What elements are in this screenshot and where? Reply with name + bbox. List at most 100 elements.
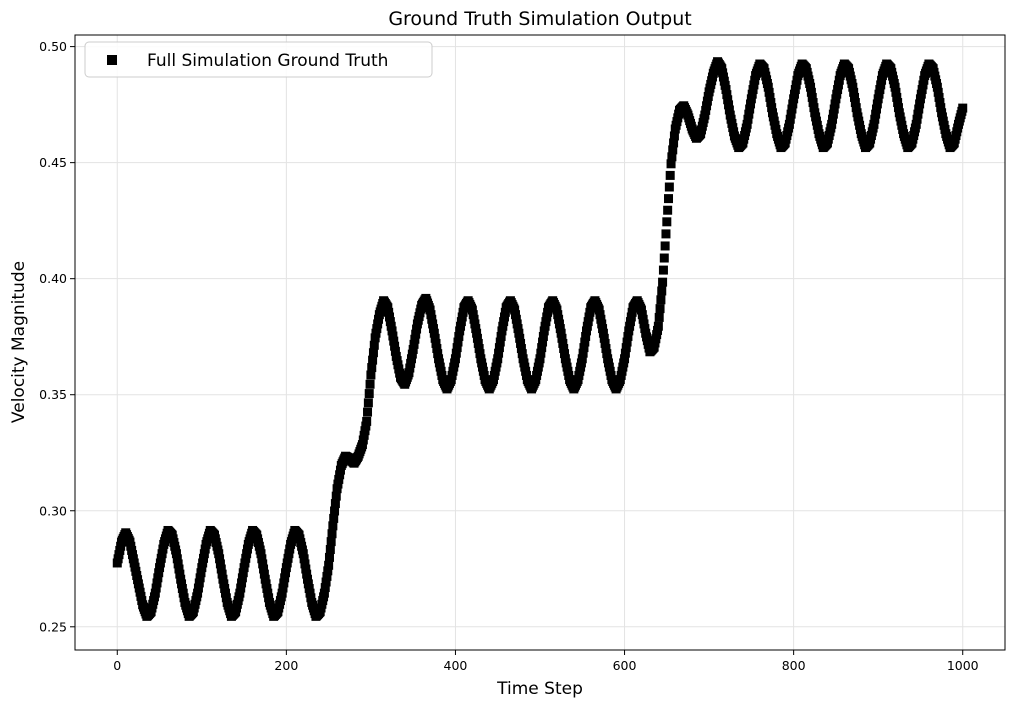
data-point xyxy=(875,85,885,95)
data-point xyxy=(877,75,887,85)
data-point xyxy=(179,593,189,603)
data-point xyxy=(237,573,247,583)
data-point xyxy=(596,314,606,324)
data-point xyxy=(240,558,250,568)
data-point xyxy=(329,513,339,523)
data-point xyxy=(657,286,667,296)
data-point xyxy=(919,75,929,85)
data-point xyxy=(729,127,739,137)
data-point xyxy=(257,554,267,564)
data-point xyxy=(833,80,843,90)
data-point xyxy=(813,124,823,134)
data-point xyxy=(451,348,461,358)
data-point xyxy=(324,560,334,570)
data-point xyxy=(359,430,369,440)
data-point xyxy=(367,363,377,373)
data-point xyxy=(686,121,696,131)
data-point xyxy=(331,491,341,501)
data-point xyxy=(516,344,526,354)
data-point xyxy=(368,355,378,365)
data-point xyxy=(365,379,375,389)
data-point xyxy=(830,99,840,109)
data-point xyxy=(474,344,484,354)
data-point xyxy=(658,277,668,287)
data-point xyxy=(540,321,550,331)
data-point xyxy=(597,319,607,329)
data-point xyxy=(220,588,230,598)
data-point xyxy=(850,98,860,108)
data-point xyxy=(720,80,730,90)
data-point xyxy=(934,92,944,102)
data-point xyxy=(409,339,419,349)
data-point xyxy=(198,558,208,568)
data-point xyxy=(583,317,593,327)
data-point xyxy=(281,568,291,578)
data-point xyxy=(625,321,635,331)
data-point xyxy=(293,529,303,539)
data-point xyxy=(664,182,674,192)
data-point xyxy=(807,92,817,102)
data-point xyxy=(360,426,370,436)
data-point xyxy=(321,577,331,587)
data-point xyxy=(682,108,692,118)
data-point xyxy=(560,349,570,359)
data-point xyxy=(800,63,810,73)
data-point xyxy=(868,123,878,133)
data-point xyxy=(891,87,901,97)
data-point xyxy=(581,331,591,341)
data-point xyxy=(406,354,416,364)
data-point xyxy=(621,343,631,353)
data-point xyxy=(151,583,161,593)
data-point xyxy=(200,544,210,554)
data-point xyxy=(808,98,818,108)
data-point xyxy=(219,579,229,589)
data-point xyxy=(199,549,209,559)
data-point xyxy=(579,343,589,353)
data-point xyxy=(470,319,480,329)
data-point xyxy=(128,554,138,564)
y-tick-label: 0.30 xyxy=(39,503,67,518)
data-point xyxy=(936,103,946,113)
data-point xyxy=(306,593,316,603)
data-point xyxy=(116,541,126,551)
data-point xyxy=(492,358,502,368)
data-point xyxy=(450,358,460,368)
data-point xyxy=(915,94,925,104)
data-point xyxy=(213,545,223,555)
data-point xyxy=(389,336,399,346)
data-point xyxy=(330,499,340,509)
data-point xyxy=(238,568,248,578)
y-tick-label: 0.25 xyxy=(39,619,67,634)
data-point xyxy=(407,349,417,359)
data-point xyxy=(559,344,569,354)
data-point xyxy=(199,553,209,563)
data-point xyxy=(599,333,609,343)
data-point xyxy=(722,90,732,100)
data-point xyxy=(458,307,468,317)
data-point xyxy=(957,106,967,116)
data-point xyxy=(743,114,753,124)
data-point xyxy=(300,559,310,569)
data-point xyxy=(156,553,166,563)
data-point xyxy=(556,328,566,338)
y-tick-label: 0.50 xyxy=(39,39,67,54)
data-point xyxy=(373,319,383,329)
data-point xyxy=(582,326,591,336)
data-point xyxy=(766,98,776,108)
data-point xyxy=(494,348,504,358)
data-point xyxy=(702,96,712,106)
data-point xyxy=(363,407,373,417)
data-point xyxy=(279,578,289,588)
data-point xyxy=(663,205,673,215)
data-point xyxy=(553,310,563,320)
data-point xyxy=(702,101,712,111)
data-point xyxy=(850,92,860,102)
data-point xyxy=(918,80,928,90)
data-point xyxy=(514,328,524,338)
data-point xyxy=(453,337,463,347)
data-point xyxy=(792,75,802,85)
data-point xyxy=(737,139,747,149)
data-point xyxy=(914,104,924,114)
data-point xyxy=(639,319,649,329)
data-point xyxy=(758,63,768,73)
